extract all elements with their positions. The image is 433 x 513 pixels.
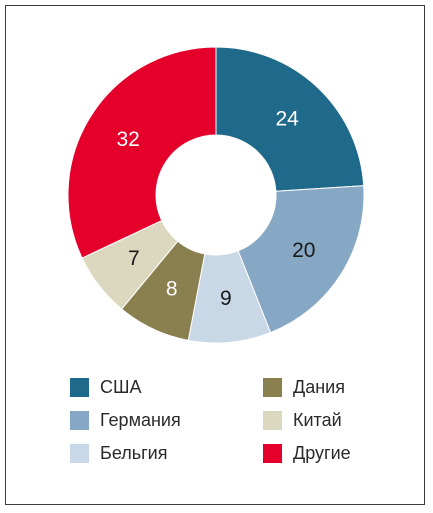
- slice-usa: [215, 46, 365, 192]
- slice-others: [67, 46, 217, 259]
- slice-label-germany: 20: [292, 239, 315, 262]
- slice-label-others: 32: [117, 128, 140, 151]
- slice-germany: [237, 185, 365, 334]
- slice-label-belgium: 9: [220, 287, 232, 310]
- slices-group: [67, 46, 365, 344]
- slice-label-usa: 24: [276, 108, 300, 131]
- slice-labels-group: 24 20 9 8 7 32: [117, 108, 316, 310]
- slice-label-china: 7: [128, 247, 140, 270]
- slice-label-denmark: 8: [166, 278, 178, 301]
